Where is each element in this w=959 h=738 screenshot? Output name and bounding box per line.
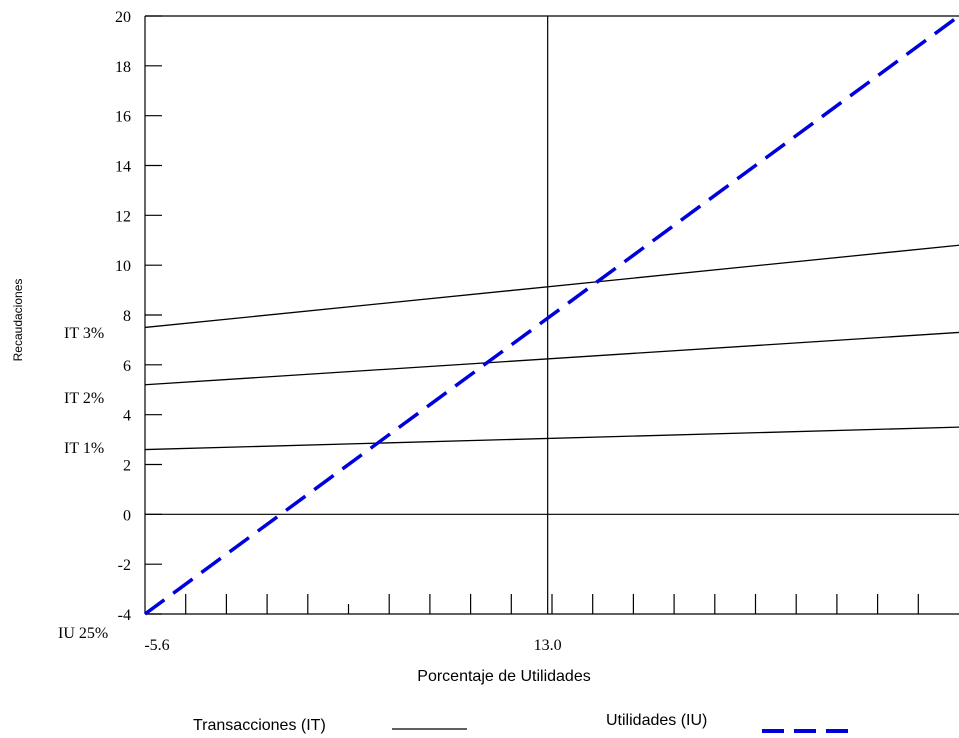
y-tick-label: 10: [115, 258, 131, 275]
series-label-it-2: IT 2%: [64, 390, 104, 407]
y-tick-label: -2: [118, 557, 131, 574]
y-tick-label: -4: [118, 607, 131, 624]
series-line-it-1: [144, 426, 959, 451]
series-line-iu-25: [143, 14, 959, 616]
ticks: [145, 15, 919, 615]
legend-label-utilidades: Utilidades (IU): [606, 712, 707, 729]
series-label-it-3: IT 3%: [64, 325, 104, 342]
y-tick-label: 6: [123, 358, 131, 375]
y-tick-label: 18: [115, 59, 131, 76]
x-tick-label: 13.0: [534, 637, 562, 654]
series-label-iu-25: IU 25%: [58, 625, 108, 642]
x-axis-label: Porcentaje de Utilidades: [417, 668, 590, 685]
series-line-it-3: [144, 244, 959, 329]
series-line-it-2: [144, 331, 959, 386]
y-tick-label: 16: [115, 109, 131, 126]
legend: Transacciones (IT) Utilidades (IU): [193, 712, 848, 734]
y-tick-label: 2: [123, 458, 131, 475]
y-tick-label: 0: [123, 507, 131, 524]
y-tick-label: 4: [123, 408, 131, 425]
y-tick-label: 20: [115, 9, 131, 26]
legend-label-transacciones: Transacciones (IT): [193, 717, 326, 734]
y-tick-label: 8: [123, 308, 131, 325]
labels-group: -4 -2 0 2 4 6 8 10 12 14 16 18 20 -5.6 13.0 IT 3% IT 2% I…: [58, 9, 562, 654]
y-tick-label: 14: [115, 159, 131, 176]
series-label-it-1: IT 1%: [64, 440, 104, 457]
series-group: [143, 14, 959, 616]
y-tick-label: 12: [115, 208, 131, 225]
y-axis-label: Recaudaciones: [11, 279, 25, 362]
x-tick-label: -5.6: [144, 637, 169, 654]
